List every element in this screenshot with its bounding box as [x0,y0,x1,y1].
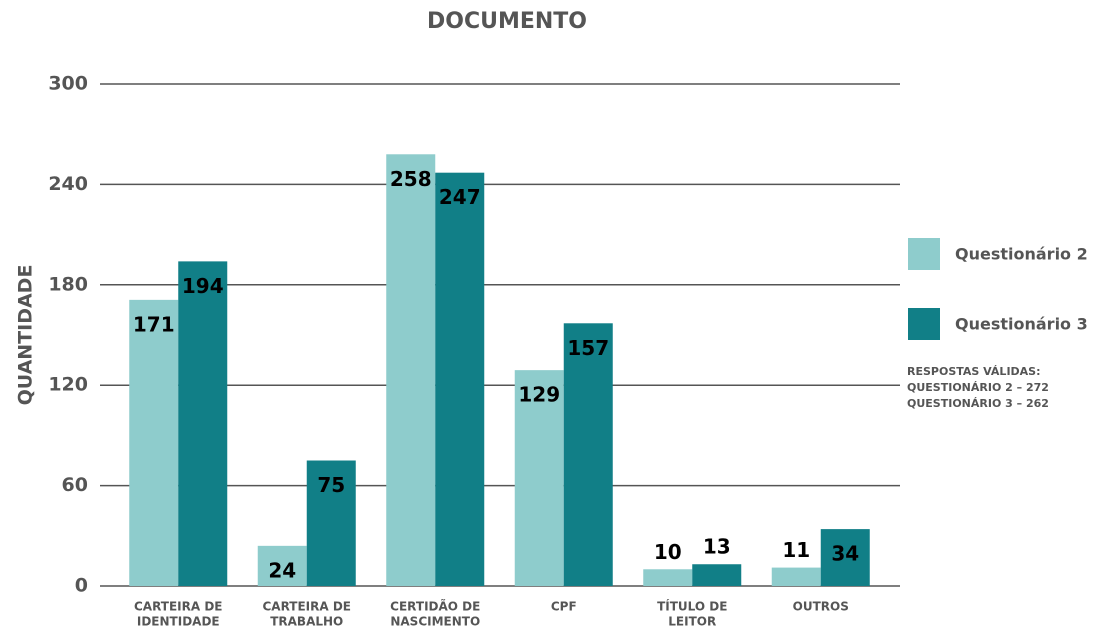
legend-label: Questionário 3 [955,315,1088,334]
legend-swatch [908,308,940,340]
value-label: 10 [654,540,682,564]
value-label: 258 [390,167,432,191]
value-label: 13 [703,535,731,559]
bar [129,299,179,586]
x-tick-label: CARTEIRA DE [134,600,223,614]
x-tick-label: IDENTIDADE [137,615,220,629]
bar [306,460,356,586]
x-tick-label: CARTEIRA DE [262,600,351,614]
bar [771,567,821,586]
value-label: 24 [268,558,296,582]
x-tick-label: LEITOR [668,615,716,629]
bar [257,545,307,586]
bar [514,370,564,586]
x-tick-label: TRABALHO [270,615,343,629]
value-label: 171 [133,312,175,336]
value-label: 194 [182,274,224,298]
note: QUESTIONÁRIO 3 – 262 [907,397,1049,410]
x-tick-label: CPF [551,600,577,614]
y-tick-label: 0 [75,575,88,597]
bar [178,261,228,586]
legend-label: Questionário 2 [955,245,1088,264]
note: RESPOSTAS VÁLIDAS: [907,365,1041,378]
y-tick-label: 240 [48,173,88,195]
value-label: 247 [439,185,481,209]
x-tick-label: CERTIDÃO DE [390,599,480,614]
value-label: 157 [567,336,609,360]
value-label: 34 [831,542,859,566]
legend-swatch [908,238,940,270]
value-label: 11 [782,538,810,562]
y-tick-label: 180 [48,273,88,295]
chart-title: DOCUMENTO [427,9,587,34]
note: QUESTIONÁRIO 2 – 272 [907,381,1049,394]
bar [643,569,693,586]
bar [820,529,870,586]
bar [386,154,436,586]
bar [563,323,613,586]
y-tick-label: 120 [48,374,88,396]
x-tick-label: NASCIMENTO [390,615,480,629]
bar [435,172,485,587]
x-tick-label: TÍTULO DE [657,599,727,614]
y-axis-title: QUANTIDADE [15,265,37,406]
y-tick-label: 300 [48,73,88,95]
value-label: 129 [518,383,560,407]
y-tick-label: 60 [62,474,88,496]
bar [692,564,742,586]
x-tick-label: OUTROS [793,600,849,614]
value-label: 75 [317,473,345,497]
